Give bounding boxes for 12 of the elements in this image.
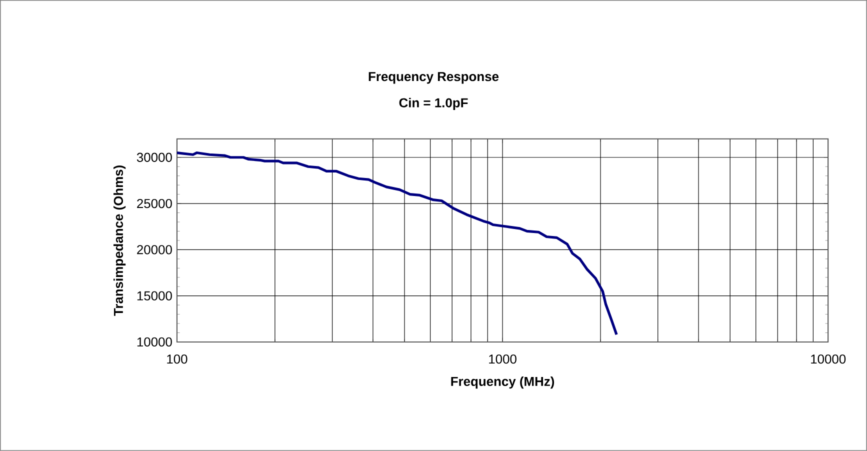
y-tick-label: 10000 [137, 337, 172, 347]
x-axis-title: Frequency (MHz) [451, 376, 554, 389]
y-tick-label: 30000 [136, 152, 172, 162]
y-tick-label: 15000 [137, 291, 172, 300]
y-tick-label: 25000 [137, 198, 172, 208]
chart-title: Frequency Response [368, 72, 499, 84]
x-tick-label: 100 [167, 354, 188, 364]
x-tick-label: 10000 [811, 354, 846, 364]
x-tick-label: 1000 [489, 354, 516, 364]
chart-subtitle: Cin = 1.0pF [399, 98, 468, 110]
y-axis-title: Transimpedance (Ohms) [114, 166, 126, 316]
y-tick-label: 20000 [137, 245, 172, 254]
